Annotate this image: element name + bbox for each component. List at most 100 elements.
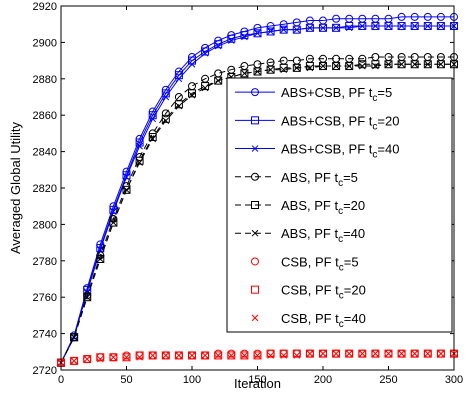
data-point — [188, 91, 196, 99]
data-point — [254, 29, 261, 37]
x-tick-label: 250 — [379, 374, 397, 386]
x-tick-label: 50 — [120, 374, 132, 386]
legend-entry-2: ABS+CSB, PF tc=20 — [235, 113, 399, 132]
data-point — [214, 76, 223, 85]
data-point — [110, 208, 117, 215]
data-point — [371, 349, 380, 358]
data-point — [267, 352, 274, 359]
data-point — [358, 60, 367, 69]
data-point — [424, 22, 432, 30]
data-point — [293, 64, 301, 72]
data-point — [410, 12, 419, 21]
data-point — [188, 351, 196, 360]
data-point — [436, 349, 445, 358]
data-point — [319, 62, 327, 70]
data-point — [384, 349, 393, 358]
data-point — [110, 353, 117, 361]
data-point — [174, 351, 183, 360]
data-point — [148, 133, 157, 142]
data-point — [385, 350, 392, 357]
data-point — [358, 54, 367, 63]
legend-marker — [251, 88, 259, 97]
data-point — [397, 12, 406, 21]
data-point — [437, 60, 445, 68]
data-point — [227, 351, 236, 360]
data-point — [174, 100, 183, 109]
legend-entry-8: CSB, PF tc=20 — [251, 283, 366, 302]
data-point — [175, 75, 183, 83]
y-tick-label: 2720 — [33, 365, 57, 377]
x-tick-label: 200 — [314, 374, 332, 386]
data-point — [332, 349, 341, 358]
series-8 — [57, 349, 458, 367]
data-point — [345, 22, 354, 31]
y-tick-label: 2760 — [33, 292, 57, 304]
data-point — [319, 349, 327, 358]
data-point — [306, 64, 314, 72]
data-point — [358, 62, 366, 70]
legend-marker — [251, 314, 259, 322]
data-point — [136, 353, 143, 361]
data-point — [411, 22, 419, 30]
data-point — [162, 352, 170, 359]
data-point — [241, 70, 248, 77]
data-point — [266, 349, 275, 358]
x-tick-label: 150 — [248, 374, 266, 386]
data-point — [123, 173, 130, 181]
data-point — [267, 28, 274, 35]
data-point — [372, 350, 379, 357]
legend-entry-6: ABS, PF tc=40 — [235, 226, 365, 245]
data-point — [83, 293, 91, 301]
legend-marker — [251, 257, 259, 266]
data-point — [358, 349, 367, 358]
legend-entry-9: CSB, PF tc=40 — [251, 311, 366, 330]
data-point — [175, 352, 183, 359]
data-point — [254, 68, 261, 75]
data-point — [188, 60, 196, 68]
data-point — [332, 24, 340, 32]
y-tick-label: 2820 — [33, 183, 57, 195]
legend: ABS+CSB, PF tc=5 ABS+CSB, PF tc=20 ABS+CSB… — [226, 77, 453, 333]
data-point — [96, 353, 105, 362]
data-point — [122, 185, 131, 194]
data-point — [135, 156, 144, 165]
data-point — [149, 115, 157, 123]
data-point — [372, 62, 379, 70]
data-point — [188, 352, 196, 359]
y-tick-label: 2900 — [33, 37, 57, 49]
data-point — [227, 352, 235, 359]
data-point — [385, 22, 392, 30]
data-point — [345, 24, 353, 32]
data-point — [83, 293, 92, 302]
data-point — [293, 26, 301, 33]
legend-label: ABS+CSB, PF tc=20 — [281, 113, 399, 132]
data-point — [345, 62, 353, 70]
data-point — [358, 22, 366, 30]
data-point — [305, 62, 314, 71]
legend-label: ABS, PF tc=20 — [281, 198, 365, 217]
data-point — [135, 351, 144, 360]
data-point — [279, 349, 288, 358]
data-point — [70, 357, 78, 365]
data-point — [332, 14, 341, 23]
data-point — [83, 355, 91, 363]
legend-entry-5: ABS, PF tc=20 — [235, 198, 365, 217]
x-tick-label: 100 — [183, 374, 201, 386]
data-point — [372, 22, 379, 30]
data-point — [122, 353, 131, 362]
data-point — [411, 60, 419, 68]
series-layer — [57, 12, 458, 367]
data-point — [398, 22, 405, 30]
data-point — [96, 246, 104, 254]
data-point — [149, 352, 157, 359]
series-6 — [57, 60, 458, 367]
data-point — [96, 254, 105, 263]
data-point — [397, 349, 406, 358]
y-tick-label: 2840 — [33, 147, 57, 159]
data-point — [241, 352, 248, 359]
y-tick-label: 2800 — [33, 219, 57, 231]
data-point — [398, 60, 405, 68]
data-point — [96, 355, 104, 363]
data-point — [423, 349, 432, 358]
x-axis-label: Iteration — [234, 376, 281, 391]
